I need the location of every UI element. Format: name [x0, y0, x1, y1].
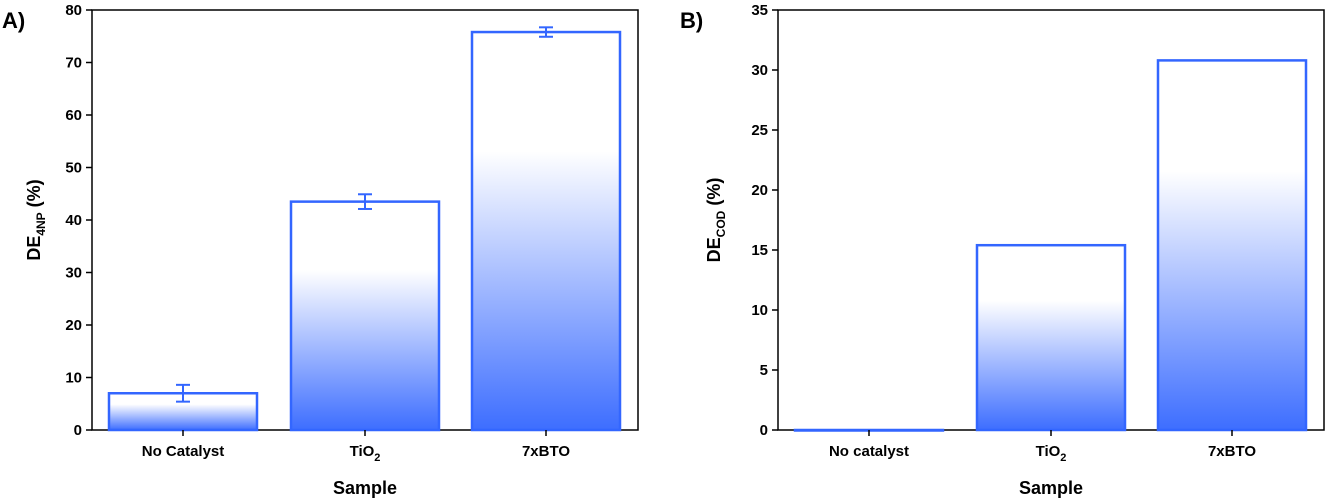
y-axis-title-unit-b: (%) [704, 178, 724, 211]
y-tick-label-a-5: 50 [65, 160, 82, 177]
y-axis-b: 0 5 10 15 20 25 30 35 [751, 2, 778, 439]
y-tick-label-b-3: 15 [751, 242, 768, 259]
y-tick-label-a-3: 30 [65, 265, 82, 282]
panel-label-a: A) [2, 8, 25, 33]
chart-panel-a: A) 0 10 20 30 40 50 60 70 80 No Catalyst TiO2 7xBT… [2, 2, 639, 498]
chart-panel-b: B) 0 5 10 15 20 25 30 35 No catalyst TiO2 7xBTO S… [680, 2, 1325, 498]
bar-a-1 [289, 200, 441, 432]
y-tick-label-a-1: 10 [65, 370, 82, 387]
category-label-b-1: TiO2 [1036, 443, 1067, 464]
y-axis-title-sub-a: 4NP [34, 212, 48, 235]
category-label-text-a-1: TiO [350, 443, 375, 460]
category-label-subscript-b-1: 2 [1060, 452, 1066, 464]
category-label-a-2: 7xBTO [522, 443, 570, 460]
bar-b-1 [975, 243, 1127, 432]
y-tick-label-a-8: 80 [65, 2, 82, 19]
bar-a-2 [470, 30, 622, 432]
bars-b [793, 59, 1308, 432]
category-label-b-2: 7xBTO [1208, 443, 1256, 460]
y-tick-label-a-0: 0 [74, 422, 82, 439]
category-label-text-a-0: No Catalyst [142, 443, 225, 460]
y-tick-label-b-0: 0 [760, 422, 768, 439]
y-tick-label-b-2: 10 [751, 302, 768, 319]
y-axis-title-main-a: DE [24, 236, 44, 261]
category-label-a-1: TiO2 [350, 443, 381, 464]
y-axis-title-sub-b: COD [714, 210, 728, 237]
category-label-text-b-0: No catalyst [829, 443, 909, 460]
x-axis-a: No Catalyst TiO2 7xBTO [142, 430, 570, 464]
category-label-text-a-2: 7xBTO [522, 443, 570, 460]
category-label-text-b-1: TiO [1036, 443, 1061, 460]
y-axis-title-a: DE4NP (%) [24, 179, 48, 260]
x-axis-title-a: Sample [333, 478, 397, 498]
y-axis-title-b: DECOD (%) [704, 178, 728, 263]
y-axis-title-main-b: DE [704, 237, 724, 262]
bars-a [107, 26, 622, 432]
y-tick-label-b-5: 25 [751, 122, 768, 139]
y-tick-label-b-7: 35 [751, 2, 768, 19]
y-tick-label-b-1: 5 [760, 362, 768, 379]
y-tick-label-b-6: 30 [751, 62, 768, 79]
category-label-subscript-a-1: 2 [374, 452, 380, 464]
y-tick-label-a-7: 70 [65, 55, 82, 72]
y-tick-label-a-6: 60 [65, 107, 82, 124]
y-tick-label-a-4: 40 [65, 212, 82, 229]
bar-b-2 [1156, 59, 1308, 432]
panel-label-b: B) [680, 8, 703, 33]
y-tick-label-b-4: 20 [751, 182, 768, 199]
y-axis-title-unit-a: (%) [24, 179, 44, 212]
y-axis-a: 0 10 20 30 40 50 60 70 80 [65, 2, 92, 439]
x-axis-b: No catalyst TiO2 7xBTO [829, 430, 1256, 464]
category-label-text-b-2: 7xBTO [1208, 443, 1256, 460]
x-axis-title-b: Sample [1019, 478, 1083, 498]
y-tick-label-a-2: 20 [65, 317, 82, 334]
category-label-b-0: No catalyst [829, 443, 909, 460]
category-label-a-0: No Catalyst [142, 443, 225, 460]
